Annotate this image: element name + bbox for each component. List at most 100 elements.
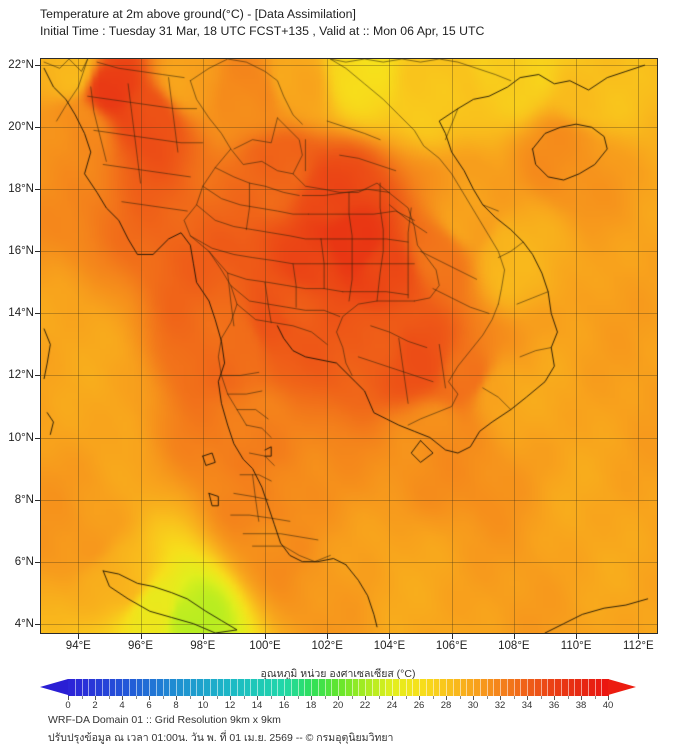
colorbar-separator	[250, 679, 252, 696]
colorbar-tick	[473, 696, 474, 700]
x-axis-tick	[576, 634, 578, 639]
x-axis-tick	[513, 634, 515, 639]
colorbar-separator	[520, 679, 522, 696]
colorbar-tick	[446, 696, 447, 700]
colorbar-tick-label: 28	[440, 700, 452, 711]
colorbar-tick-label: 40	[602, 700, 614, 711]
colorbar-segment	[223, 679, 231, 696]
colorbar-segment	[257, 679, 265, 696]
x-axis-label: 94°E	[65, 640, 91, 652]
colorbar-separator	[392, 679, 393, 696]
colorbar-tick-minor	[216, 696, 218, 699]
colorbar-segment	[317, 679, 326, 696]
colorbar-separator	[290, 679, 292, 696]
gridline-vertical	[451, 59, 453, 633]
colorbar-segment	[344, 679, 353, 696]
colorbar-tick-label: 12	[224, 700, 236, 711]
colorbar-separator	[459, 679, 461, 696]
y-axis-tick	[35, 127, 40, 129]
colorbar-segment	[311, 679, 319, 696]
colorbar-segment	[479, 679, 488, 696]
colorbar-tick	[392, 696, 393, 700]
colorbar-segment	[520, 679, 528, 696]
x-axis-tick	[140, 634, 142, 639]
colorbar-segment	[486, 679, 494, 696]
colorbar-tick-label: 30	[467, 700, 479, 711]
x-axis-tick	[78, 634, 80, 639]
colorbar-separator	[419, 679, 420, 696]
colorbar-segment	[500, 679, 508, 696]
x-axis-tick	[451, 634, 453, 639]
colorbar-separator	[601, 679, 603, 696]
gridline-horizontal	[41, 437, 657, 439]
colorbar-separator	[304, 679, 306, 696]
x-axis-tick	[389, 634, 391, 639]
colorbar-segment	[446, 679, 454, 696]
colorbar-tick-minor	[594, 696, 596, 699]
colorbar-tick-label: 4	[119, 700, 125, 711]
colorbar-separator	[216, 679, 218, 696]
colorbar[interactable]: 0 2 4 6 8 10 12 14 16 18 20 22 24 26 28 30 32 34 36 38 40	[40, 679, 636, 711]
colorbar-tick-minor	[432, 696, 434, 699]
colorbar-tick-label: 24	[386, 700, 398, 711]
colorbar-separator	[554, 679, 555, 696]
colorbar-segment	[385, 679, 393, 696]
colorbar-separator	[101, 679, 103, 696]
gridline-horizontal	[41, 375, 657, 377]
colorbar-separator	[223, 679, 225, 696]
colorbar-segment	[290, 679, 299, 696]
colorbar-segment	[587, 679, 596, 696]
colorbar-segment	[398, 679, 407, 696]
colorbar-segment	[304, 679, 312, 696]
colorbar-segment	[108, 679, 116, 696]
colorbar-segment	[540, 679, 548, 696]
x-axis-label: 108°E	[498, 640, 530, 652]
colorbar-tick-label: 36	[548, 700, 560, 711]
colorbar-segment	[378, 679, 386, 696]
colorbar-separator	[493, 679, 495, 696]
colorbar-tick	[311, 696, 312, 700]
gridline-vertical	[576, 59, 578, 633]
colorbar-separator	[196, 679, 198, 696]
colorbar-segment	[115, 679, 123, 696]
colorbar-tick-minor	[540, 696, 542, 699]
y-axis-label: 10°N	[8, 431, 34, 444]
y-axis-tick	[35, 65, 40, 67]
colorbar-separator	[277, 679, 279, 696]
colorbar-tick-label: 38	[575, 700, 587, 711]
colorbar-segment	[216, 679, 224, 696]
y-axis-tick	[35, 251, 40, 253]
gridline-vertical	[202, 59, 204, 633]
colorbar-separator	[581, 679, 582, 696]
colorbar-separator	[155, 679, 157, 696]
colorbar-separator	[473, 679, 474, 696]
colorbar-separator	[540, 679, 542, 696]
colorbar-separator	[324, 679, 326, 696]
colorbar-tick-minor	[513, 696, 515, 699]
colorbar-tick	[95, 696, 96, 700]
y-axis-label: 14°N	[8, 307, 34, 320]
x-axis-label: 98°E	[190, 640, 216, 652]
colorbar-segment	[351, 679, 359, 696]
colorbar-tick	[608, 696, 609, 700]
colorbar-separator	[243, 679, 245, 696]
colorbar-separator	[452, 679, 454, 696]
colorbar-gradient	[68, 679, 609, 696]
y-axis-label: 16°N	[8, 245, 34, 258]
colorbar-separator	[149, 679, 150, 696]
x-axis-tick	[638, 634, 640, 639]
gridline-horizontal	[41, 561, 657, 563]
colorbar-tick	[527, 696, 528, 700]
temperature-map[interactable]	[40, 58, 658, 634]
colorbar-segment	[338, 679, 346, 696]
colorbar-segment	[250, 679, 258, 696]
colorbar-tick-minor	[189, 696, 191, 699]
gridline-horizontal	[41, 499, 657, 501]
colorbar-segment	[128, 679, 137, 696]
colorbar-separator	[358, 679, 360, 696]
colorbar-tick-minor	[324, 696, 326, 699]
colorbar-segment	[236, 679, 245, 696]
colorbar-separator	[344, 679, 346, 696]
x-axis-label: 100°E	[249, 640, 281, 652]
colorbar-separator	[412, 679, 414, 696]
